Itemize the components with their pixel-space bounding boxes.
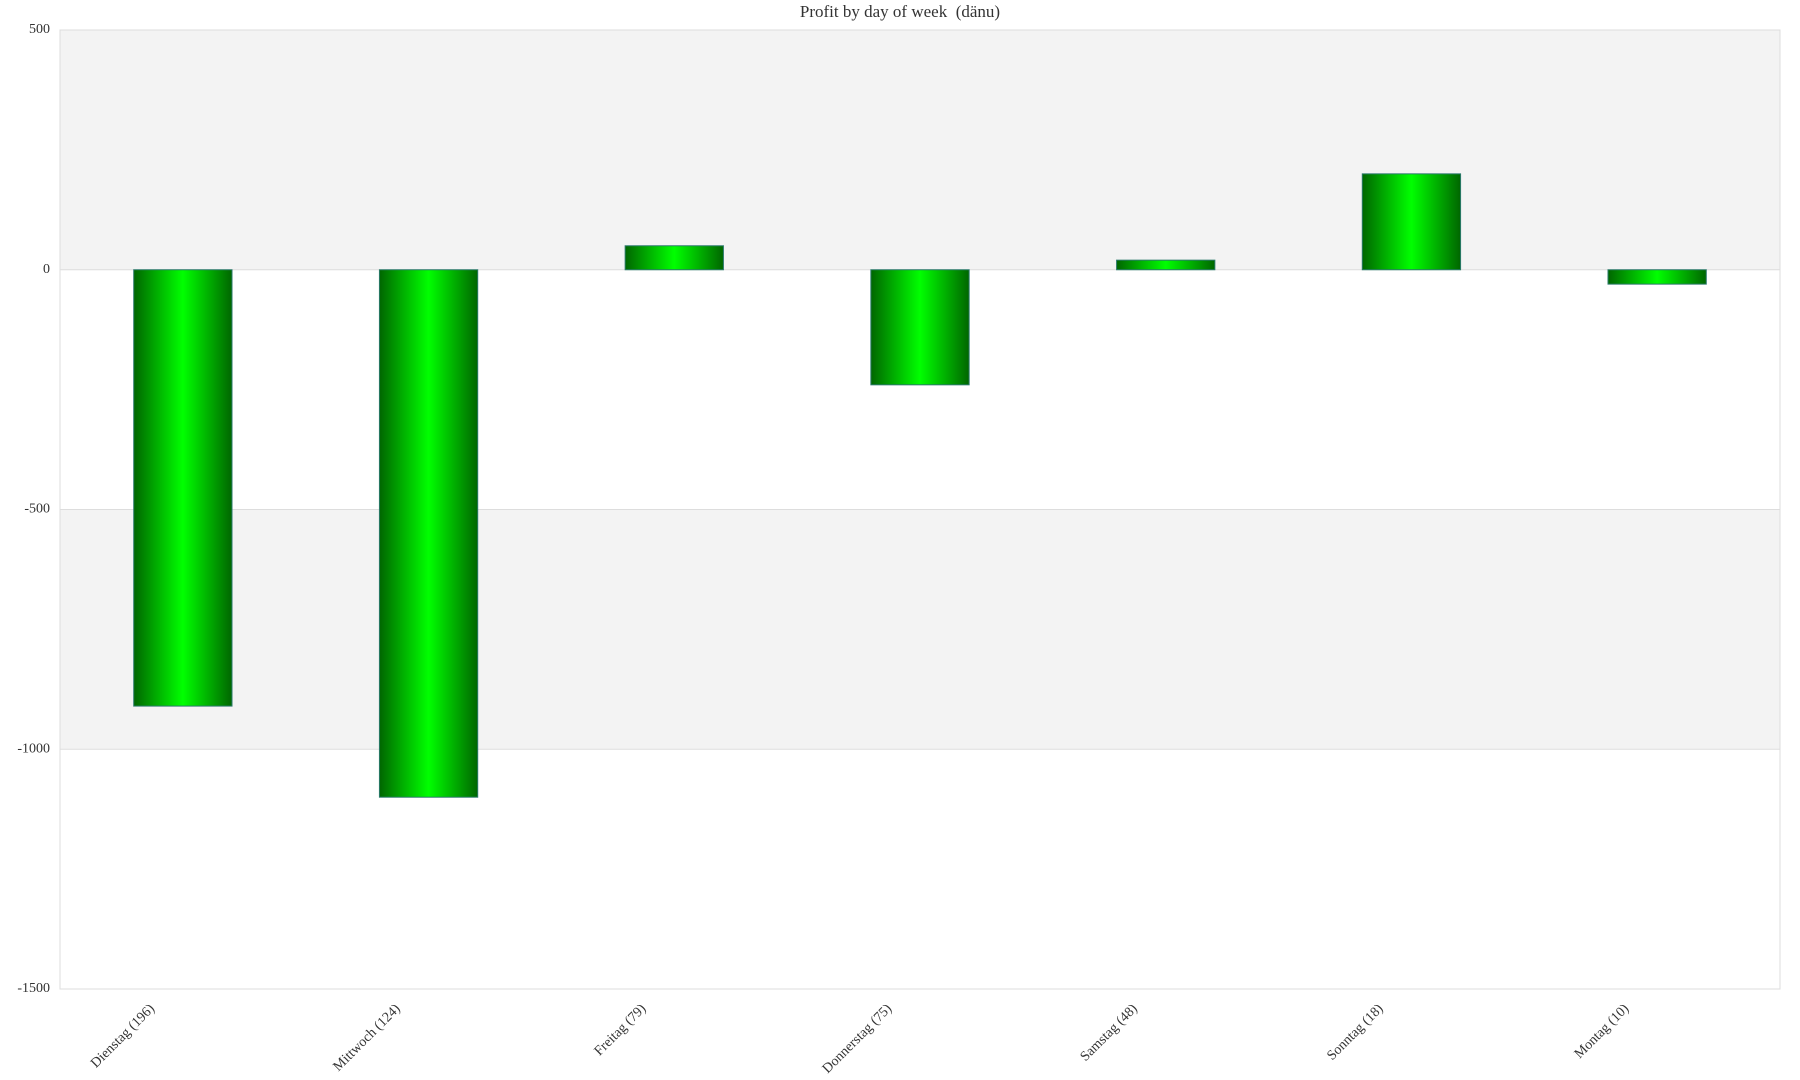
bar <box>1116 259 1216 271</box>
bar <box>1607 269 1707 285</box>
x-tick-label: Donnerstag (75) <box>820 1001 895 1076</box>
y-tick-label: 0 <box>43 262 50 277</box>
y-tick-label: 500 <box>29 22 50 37</box>
x-tick-label: Mittwoch (124) <box>331 1001 404 1074</box>
bar <box>870 269 970 386</box>
bar <box>624 245 724 271</box>
bar <box>133 269 233 707</box>
x-tick-label: Samstag (48) <box>1078 1001 1141 1064</box>
y-tick-label: -500 <box>24 502 50 517</box>
grid-band <box>60 509 1780 750</box>
chart-title: Profit by day of week (dänu) <box>800 2 1000 21</box>
x-tick-label: Freitag (79) <box>592 1001 650 1059</box>
x-tick-label: Sonntag (18) <box>1325 1001 1387 1063</box>
y-tick-label: -1500 <box>17 981 50 996</box>
bar <box>1361 173 1462 271</box>
y-tick-label: -1000 <box>17 741 50 756</box>
x-tick-label: Dienstag (196) <box>88 1001 158 1071</box>
bar <box>378 269 479 798</box>
grid-band <box>60 30 1780 270</box>
x-tick-label: Montag (10) <box>1572 1001 1633 1062</box>
grid-band <box>60 749 1780 989</box>
